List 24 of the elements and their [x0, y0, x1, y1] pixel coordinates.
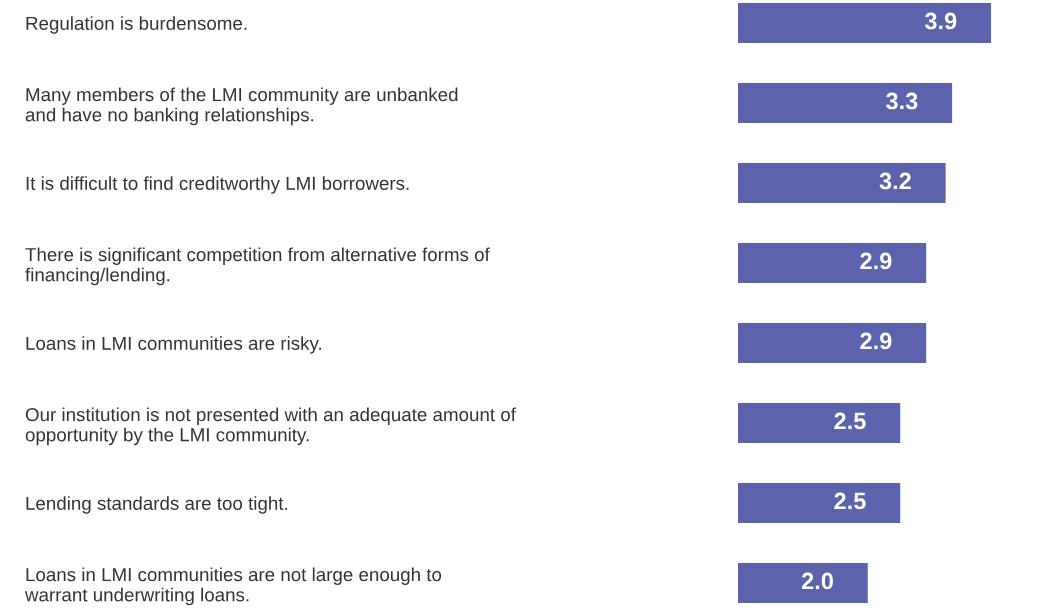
- data-label: 3.3: [886, 92, 918, 110]
- y-tick-label: There is significant competition from alternative forms of financing/lending.: [25, 247, 490, 286]
- data-label: 3.9: [924, 12, 957, 30]
- bar: [738, 243, 927, 283]
- y-tick-label: Many members of the LMI community are unbanked and have no banking relationships.: [25, 87, 458, 126]
- bar: [738, 563, 868, 603]
- bar: [738, 83, 953, 123]
- data-label: 3.2: [879, 172, 911, 190]
- y-tick-label: Regulation is burdensome.: [26, 16, 247, 34]
- data-label: 2.9: [860, 332, 892, 350]
- data-label: 2.0: [801, 572, 833, 590]
- y-tick-label: Our institution is not presented with an adequate amount of opportunity by the LMI community.: [25, 407, 516, 446]
- y-tick-label: It is difficult to find creditworthy LMI borrowers.: [26, 176, 409, 194]
- data-label: 2.5: [834, 492, 866, 510]
- data-label: 2.9: [860, 252, 892, 270]
- data-label: 2.5: [834, 412, 866, 430]
- bar: [738, 403, 901, 443]
- y-tick-label: Lending standards are too tight.: [26, 496, 288, 514]
- bar: [738, 483, 901, 523]
- bar: [738, 3, 992, 43]
- bar: [738, 163, 946, 203]
- bar: [738, 323, 927, 363]
- y-tick-label: Loans in LMI communities are risky.: [26, 336, 321, 354]
- y-tick-label: Loans in LMI communities are not large enough to warrant underwriting loans.: [24, 567, 442, 606]
